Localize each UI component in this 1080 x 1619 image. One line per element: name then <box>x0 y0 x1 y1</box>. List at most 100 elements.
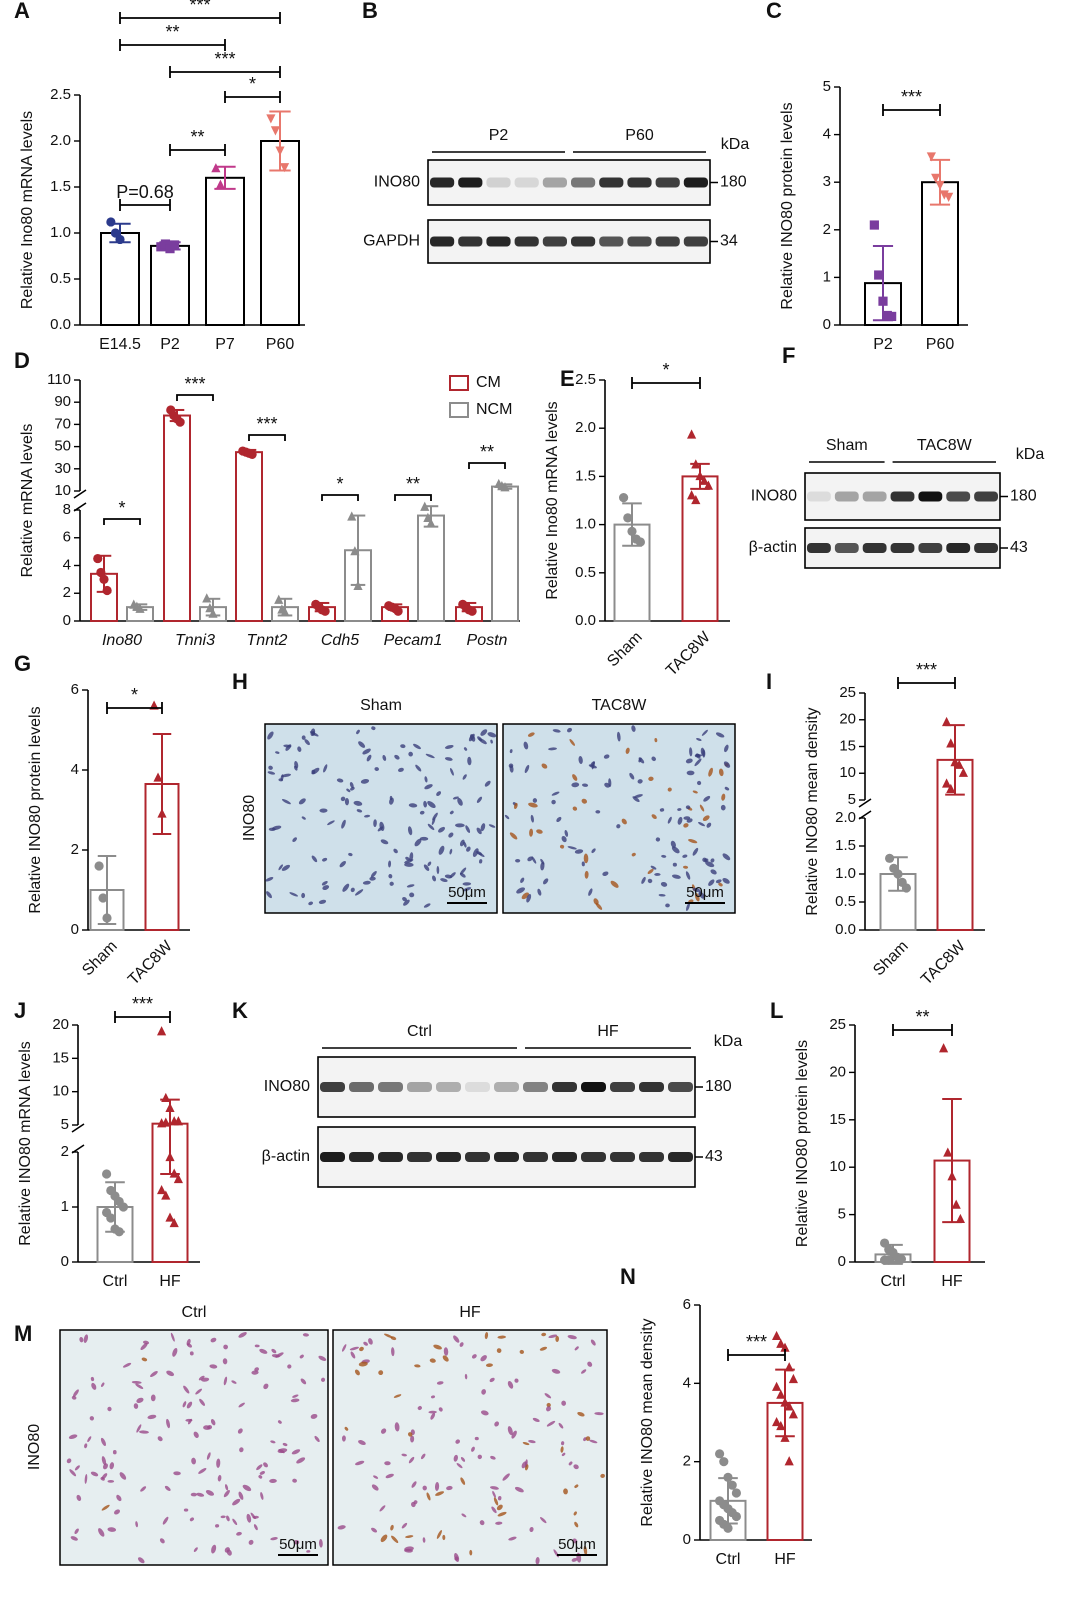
nucleus <box>268 765 273 770</box>
y-tick-label: 2 <box>63 584 71 601</box>
nucleus <box>703 795 711 802</box>
x-tick-label: TAC8W <box>663 628 714 679</box>
nucleus <box>358 741 366 748</box>
nucleus <box>559 844 565 849</box>
nucleus <box>658 893 666 897</box>
nucleus <box>301 892 306 899</box>
nucleus <box>253 1524 258 1531</box>
nucleus <box>699 804 705 812</box>
y-axis-label: Relative INO80 mRNA levels <box>17 1041 34 1246</box>
nucleus <box>310 1413 318 1419</box>
significance-label: ** <box>480 442 494 462</box>
panel-label: G <box>14 651 31 676</box>
nucleus <box>348 852 353 857</box>
nucleus <box>629 772 635 780</box>
nucleus <box>101 1504 110 1511</box>
bar <box>150 244 190 327</box>
nucleus <box>435 1491 445 1496</box>
data-point <box>727 1480 737 1490</box>
nucleus <box>98 1528 105 1537</box>
y-axis-label: Relative Ino80 mRNA levels <box>544 401 561 599</box>
nucleus <box>455 823 465 828</box>
nucleus <box>567 846 577 850</box>
y-tick-label: 4 <box>71 761 79 778</box>
blot-band <box>320 1082 345 1092</box>
x-tick-label: Sham <box>870 938 912 980</box>
nucleus <box>477 736 483 742</box>
data-point <box>944 192 954 202</box>
data-point <box>110 228 121 238</box>
blot-band <box>610 1152 635 1162</box>
nucleus <box>371 726 376 731</box>
blot-band <box>571 236 596 247</box>
nucleus <box>493 1497 499 1506</box>
data-point <box>780 1342 790 1352</box>
nucleus <box>430 1412 436 1420</box>
nucleus <box>718 768 724 777</box>
significance-bracket <box>169 66 281 78</box>
data-point <box>169 1217 179 1228</box>
row-label: INO80 <box>26 1424 43 1470</box>
nucleus <box>398 767 404 773</box>
nucleus <box>524 764 530 774</box>
nucleus <box>502 1473 510 1481</box>
y-tick-label: 6 <box>683 1296 691 1313</box>
blot-band <box>486 177 511 188</box>
nucleus <box>206 1452 211 1460</box>
nucleus <box>232 1518 238 1526</box>
nucleus <box>271 1348 277 1354</box>
nucleus <box>318 899 327 905</box>
nucleus <box>382 754 387 761</box>
nucleus <box>489 1486 499 1490</box>
blot-band <box>599 236 624 247</box>
nucleus <box>292 1478 297 1483</box>
x-tick-label: HF <box>159 1273 181 1290</box>
nucleus <box>471 1354 477 1359</box>
nucleus <box>301 735 306 740</box>
nucleus <box>527 732 535 737</box>
nucleus <box>410 1435 415 1443</box>
nucleus <box>722 853 731 861</box>
significance-label: ** <box>406 474 420 494</box>
nucleus <box>706 822 712 828</box>
significance-bracket <box>882 104 941 116</box>
nucleus <box>283 744 292 748</box>
bar <box>205 176 245 326</box>
blot-band <box>668 1082 693 1092</box>
nucleus <box>551 799 556 805</box>
nucleus <box>254 1367 259 1372</box>
nucleus <box>708 767 713 777</box>
nucleus <box>157 1436 163 1442</box>
row-label: β-actin <box>749 539 797 556</box>
y-tick-label: 0.0 <box>835 921 856 938</box>
nucleus <box>571 782 580 788</box>
nucleus <box>140 1486 147 1492</box>
blot-band <box>542 236 567 247</box>
nucleus <box>319 808 328 813</box>
significance-label: * <box>662 360 669 380</box>
nucleus <box>74 1528 79 1535</box>
blot-band <box>552 1152 577 1162</box>
nucleus <box>231 1380 237 1384</box>
data-point <box>208 608 218 618</box>
data-point <box>619 493 629 503</box>
nucleus <box>484 780 491 787</box>
y-tick-label: 20 <box>52 1016 69 1033</box>
y-tick-label: 1.5 <box>50 178 71 195</box>
nucleus <box>469 1549 473 1556</box>
nucleus <box>604 782 611 788</box>
nucleus <box>403 899 410 906</box>
nucleus <box>408 803 418 808</box>
nucleus <box>84 1474 88 1484</box>
nucleus <box>492 1490 496 1498</box>
data-point <box>780 1397 790 1407</box>
nucleus <box>702 815 710 822</box>
nucleus <box>581 798 587 804</box>
y-tick-label: 3 <box>823 173 831 190</box>
data-point <box>772 1416 782 1427</box>
blot-band <box>581 1082 606 1092</box>
nucleus <box>481 1389 486 1395</box>
x-tick-label: Sham <box>604 629 646 671</box>
row-label: GAPDH <box>363 233 420 250</box>
nucleus <box>572 1538 578 1544</box>
